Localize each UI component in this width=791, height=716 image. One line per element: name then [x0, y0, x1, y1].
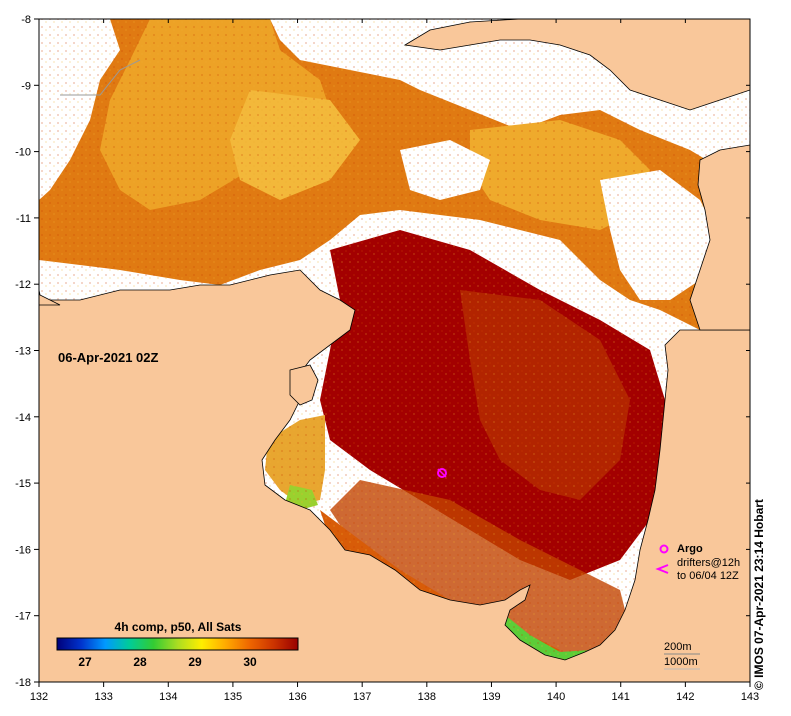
colorbar-tick-label: 28	[133, 655, 147, 669]
colorbar-tick-label: 29	[188, 655, 202, 669]
y-tick-label: -18	[15, 677, 31, 689]
x-tick-label: 132	[30, 691, 48, 703]
date-label: 06-Apr-2021 02Z	[58, 350, 158, 365]
y-axis: -8 -9 -10 -11 -12 -13 -14 -15 -16 -17 -18	[15, 14, 750, 689]
colorbar-tick-label: 27	[78, 655, 92, 669]
x-tick-label: 133	[94, 691, 112, 703]
y-tick-label: -15	[15, 478, 31, 490]
colorbar-ticks: 27 28 29 30	[78, 655, 257, 669]
x-tick-label: 135	[224, 691, 242, 703]
x-tick-label: 140	[547, 691, 565, 703]
y-tick-label: -17	[15, 611, 31, 623]
land-groote-eylandt	[289, 364, 319, 406]
legend: Argo drifters@12h to 06/04 12Z 200m 1000…	[655, 543, 740, 670]
x-tick-label: 143	[741, 691, 759, 703]
y-tick-label: -12	[15, 279, 31, 291]
argo-legend-label: Argo	[677, 543, 703, 555]
x-tick-label: 134	[159, 691, 177, 703]
isobath-200-label: 200m	[664, 641, 692, 653]
x-tick-label: 139	[482, 691, 500, 703]
y-tick-label: -10	[15, 147, 31, 159]
y-tick-label: -9	[21, 80, 31, 92]
isobath-1000-label: 1000m	[664, 656, 698, 668]
argo-legend-icon	[659, 544, 669, 554]
land-papua-east-coast	[689, 144, 750, 331]
land-tiwi-islands	[39, 289, 61, 306]
colorbar-title: 4h comp, p50, All Sats	[115, 620, 242, 634]
drifter-legend-icon	[655, 564, 669, 574]
isobath-line-north	[60, 59, 141, 96]
colorbar: 4h comp, p50, All Sats 27 28 29 30	[56, 620, 299, 669]
y-tick-label: -16	[15, 544, 31, 556]
x-tick-label: 137	[353, 691, 371, 703]
y-tick-label: -14	[15, 412, 31, 424]
colorbar-tick-label: 30	[243, 655, 257, 669]
argo-float-icon	[437, 468, 447, 478]
map-plot-area	[39, 19, 750, 682]
y-tick-label: -13	[15, 346, 31, 358]
x-tick-label: 136	[288, 691, 306, 703]
y-tick-label: -11	[16, 213, 31, 225]
x-tick-label: 138	[418, 691, 436, 703]
argo-float-marker	[437, 468, 447, 478]
imos-credit: © IMOS 07-Apr-2021 23:14 Hobart	[752, 499, 766, 690]
drifters-range-label: to 06/04 12Z	[677, 570, 739, 582]
x-axis: 132 133 134 135 136 137 138 139 140 141 142 143	[30, 19, 759, 703]
colorbar-scale	[56, 637, 299, 651]
land-arnhem-land	[39, 269, 750, 682]
drifters-legend-label: drifters@12h	[677, 557, 740, 569]
y-tick-label: -8	[21, 14, 31, 26]
x-tick-label: 141	[612, 691, 630, 703]
x-tick-label: 142	[676, 691, 694, 703]
